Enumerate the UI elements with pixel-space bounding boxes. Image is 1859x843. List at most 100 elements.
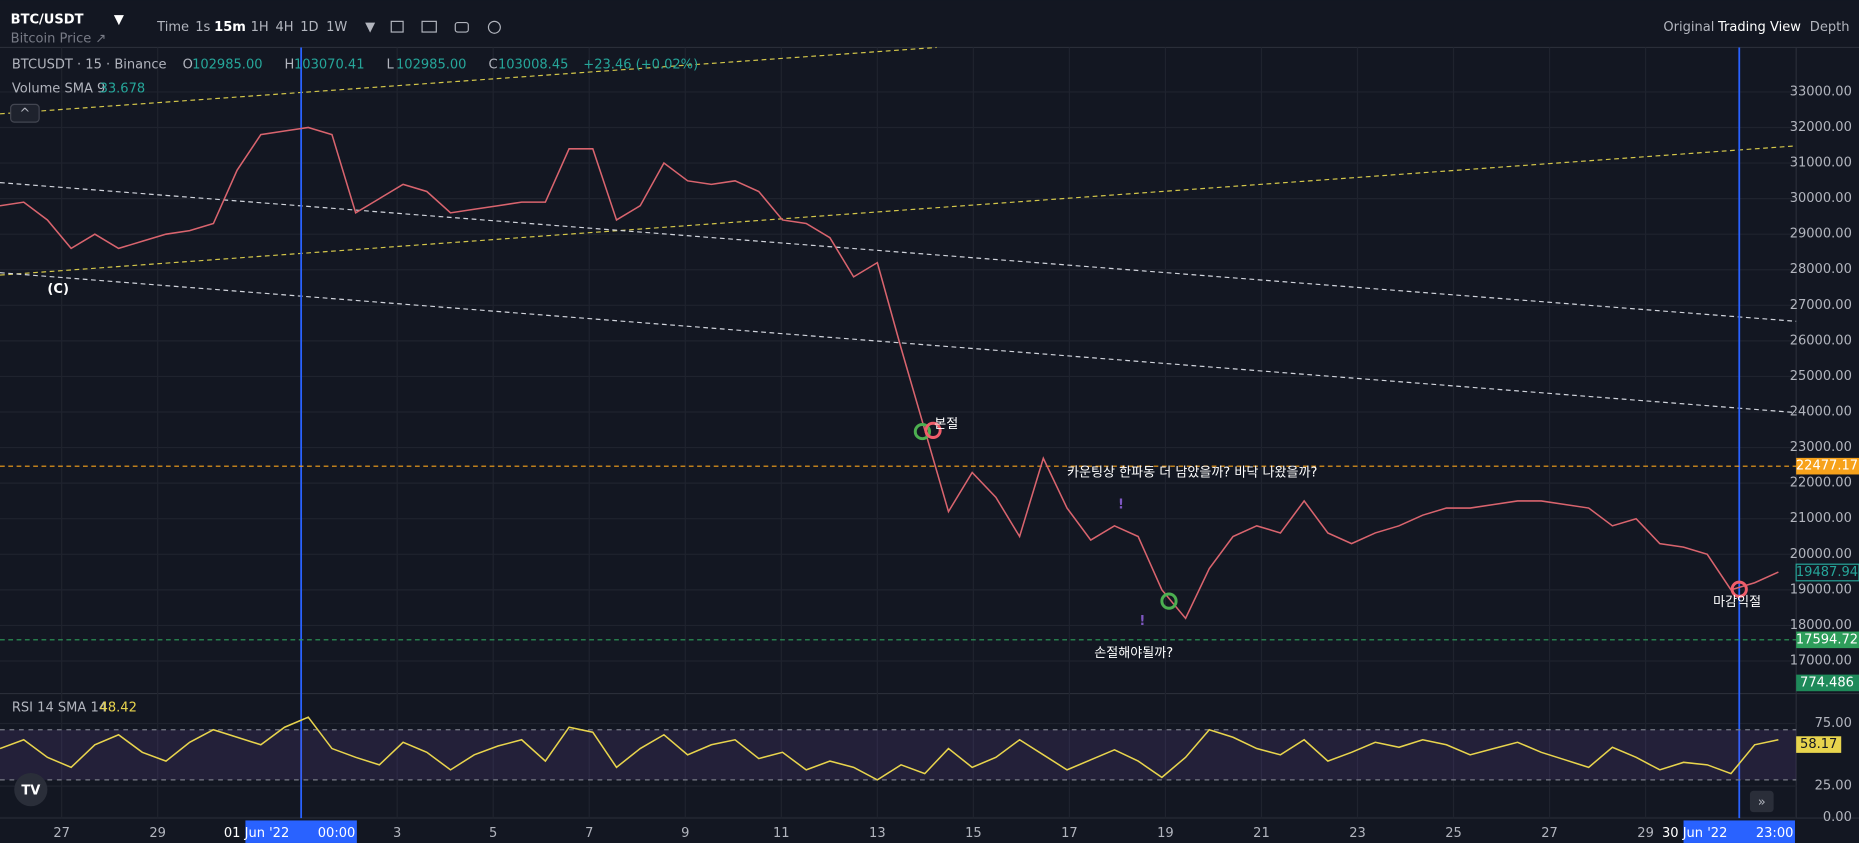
chart-type-icon[interactable]	[390, 20, 404, 33]
time-label: 29	[1637, 826, 1654, 841]
rsi-value: 48.42	[100, 700, 137, 715]
more-intervals[interactable]: ▼	[365, 20, 375, 35]
rsi-band	[0, 729, 1797, 780]
interval[interactable]: 1H	[251, 20, 269, 35]
interval[interactable]: 15m	[214, 20, 246, 35]
ohlc-label: C	[488, 58, 497, 73]
time-highlight-date: 01 Jun '22	[224, 826, 289, 841]
price-tick-label: 25000.00	[1790, 369, 1852, 384]
annotation: 카운팅상 한파동 더 남았을까? 바닥 나왔을까?	[1067, 466, 1317, 481]
time-label: 23	[1349, 826, 1366, 841]
price-tick-label: 17000.00	[1790, 653, 1852, 668]
price-tick-label: 18000.00	[1790, 618, 1852, 633]
volume-label: Volume SMA 9	[12, 81, 105, 96]
last-price-box	[1795, 563, 1859, 582]
trend-line	[0, 272, 1797, 414]
time-highlight-time: 23:00	[1756, 826, 1794, 841]
price-tick-label: 29000.00	[1790, 227, 1852, 242]
ohlc-value: 102985.00	[396, 58, 466, 73]
price-tick-label: 19000.00	[1790, 582, 1852, 597]
logo-mark[interactable]: TV	[21, 783, 41, 798]
last-rsi-label: 58.17	[1800, 737, 1837, 752]
add-icon[interactable]	[487, 20, 501, 34]
ohlc-value: 102985.00	[192, 58, 262, 73]
trend-lines	[0, 46, 1797, 414]
trend-line	[0, 145, 1797, 276]
ohlc-label: O	[183, 58, 193, 73]
annotation: 마감익절	[1713, 595, 1761, 610]
time-label: 5	[489, 826, 497, 841]
time-label: 19	[1157, 826, 1174, 841]
logo[interactable]	[14, 773, 48, 807]
annotation: (C)	[47, 282, 68, 297]
annotation: 본절	[934, 417, 958, 432]
view-tab[interactable]: Trading View	[1717, 20, 1801, 35]
instrument: BTCUSDT · 15 · Binance	[12, 58, 167, 73]
trend-line	[0, 46, 937, 115]
volume-last: 774.486	[1800, 675, 1854, 690]
alert-icon: !	[1118, 498, 1124, 513]
alert-icon: !	[1139, 614, 1145, 629]
price-tick-label: 26000.00	[1790, 333, 1852, 348]
price-tick-label: 31000.00	[1790, 156, 1852, 171]
interval[interactable]: 4H	[275, 20, 293, 35]
marker-circle	[924, 421, 942, 439]
price-tick-label: 75.00	[1815, 716, 1852, 731]
screenshot-icon[interactable]	[454, 21, 469, 33]
time-label: 13	[869, 826, 886, 841]
ohlc-value: 103070.41	[294, 58, 364, 73]
trend-line	[0, 182, 1797, 322]
indicators-icon[interactable]	[421, 20, 437, 33]
price-level-label: 22477.17	[1796, 459, 1858, 474]
view-tab[interactable]: Original	[1663, 20, 1714, 35]
interval[interactable]: 1D	[300, 20, 318, 35]
time-highlight	[1683, 820, 1795, 843]
rsi-line	[0, 716, 1779, 781]
time-highlight-date: 30 Jun '22	[1662, 826, 1727, 841]
price-tick-label: 0.00	[1823, 810, 1852, 825]
price-level-box	[1796, 631, 1859, 649]
time-label: 27	[1541, 826, 1558, 841]
price-tick-label: 30000.00	[1790, 191, 1852, 206]
price-tick-label: 21000.00	[1790, 511, 1852, 526]
time-label: 27	[53, 826, 70, 841]
symbol-dropdown[interactable]: ▼	[114, 13, 124, 28]
price-tick-label: 22000.00	[1790, 476, 1852, 491]
ohlc-label: H	[285, 58, 295, 73]
interval[interactable]: 1s	[195, 20, 210, 35]
scroll-icon[interactable]: »	[1758, 795, 1766, 810]
ohlc-value: 103008.45	[498, 58, 568, 73]
price-tick-label: 24000.00	[1790, 405, 1852, 420]
collapse-icon[interactable]: ^	[19, 106, 30, 121]
price-line	[0, 126, 1779, 620]
marker-circle	[1160, 592, 1178, 610]
subtitle[interactable]: Bitcoin Price ↗	[11, 32, 107, 47]
price-tick-label: 28000.00	[1790, 262, 1852, 277]
time-highlight	[245, 820, 357, 843]
symbol[interactable]: BTC/USDT	[11, 13, 84, 28]
scroll-button[interactable]	[1749, 790, 1774, 813]
price-tick-label: 20000.00	[1790, 547, 1852, 562]
interval[interactable]: 1W	[326, 20, 347, 35]
volume-last-box	[1796, 674, 1859, 692]
time-label: 17	[1061, 826, 1078, 841]
time-label: 11	[773, 826, 790, 841]
price-level-label: 17594.72	[1796, 632, 1858, 647]
price-tick-label: 23000.00	[1790, 440, 1852, 455]
view-tab[interactable]: Depth	[1810, 20, 1850, 35]
time-label: 7	[585, 826, 593, 841]
price-level-box	[1796, 457, 1859, 475]
ohlc-label: L	[387, 58, 395, 73]
time-label: 15	[965, 826, 982, 841]
collapse-button[interactable]	[10, 103, 40, 123]
last-price-label: 19487.94	[1796, 565, 1858, 580]
price-tick-label: 27000.00	[1790, 298, 1852, 313]
time-label: 25	[1445, 826, 1462, 841]
interval[interactable]: Time	[156, 20, 189, 35]
last-rsi-box	[1796, 736, 1842, 753]
ohlc-change: +23.46 (+0.02%)	[583, 58, 698, 73]
price-tick-label: 25.00	[1815, 779, 1852, 794]
